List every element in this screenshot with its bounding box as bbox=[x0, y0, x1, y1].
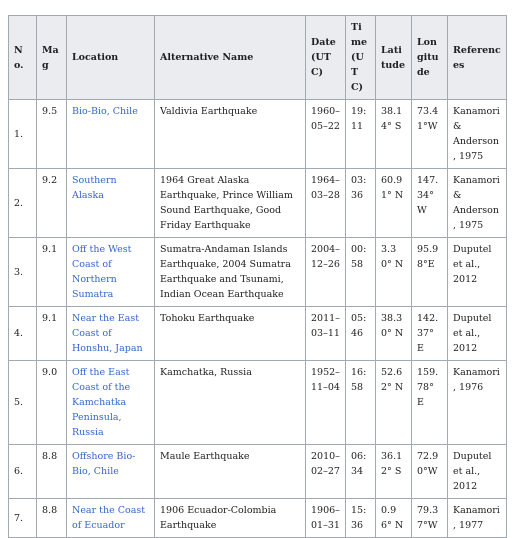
earthquake-table: No. Mag Location Alternative Name Date (UTC)… bbox=[8, 15, 507, 538]
time: 00:58 bbox=[345, 237, 376, 307]
row-number: 7. bbox=[8, 498, 37, 538]
table-row: 1. 9.5 Bio-Bio, Chile Valdivia Earthquake 19… bbox=[8, 99, 507, 169]
date: 2004–12–26 bbox=[305, 237, 346, 307]
page: No. Mag Location Alternative Name Date (UTC)… bbox=[8, 15, 507, 538]
alternative-name: Sumatra-Andaman Islands Earthquake, 2004… bbox=[154, 237, 306, 307]
longitude: 142.37° E bbox=[411, 306, 448, 361]
table-row: 6. 8.8 Offshore Bio-Bio, Chile Maule Earthq… bbox=[8, 444, 507, 499]
magnitude: 9.5 bbox=[36, 99, 67, 169]
latitude: 60.91° N bbox=[375, 168, 412, 238]
row-number: 2. bbox=[8, 168, 37, 238]
table-row: 7. 8.8 Near the Coast of Ecuador 1906 Ecuad… bbox=[8, 498, 507, 538]
column-header: Location bbox=[66, 15, 155, 100]
time: 05:46 bbox=[345, 306, 376, 361]
location-link[interactable]: Offshore Bio-Bio, Chile bbox=[66, 444, 155, 499]
reference: Kanamori & Anderson, 1975 bbox=[447, 99, 507, 169]
time: 19:11 bbox=[345, 99, 376, 169]
longitude: 73.41°W bbox=[411, 99, 448, 169]
location-link[interactable]: Southern Alaska bbox=[66, 168, 155, 238]
time: 03:36 bbox=[345, 168, 376, 238]
column-header: Alternative Name bbox=[154, 15, 306, 100]
time: 16:58 bbox=[345, 360, 376, 445]
location-link[interactable]: Off the East Coast of the Kamchatka Peni… bbox=[66, 360, 155, 445]
table-row: 3. 9.1 Off the West Coast of Northern Suma… bbox=[8, 237, 507, 307]
date: 1906–01–31 bbox=[305, 498, 346, 538]
row-number: 5. bbox=[8, 360, 37, 445]
reference: Kanamori, 1977 bbox=[447, 498, 507, 538]
date: 1952–11–04 bbox=[305, 360, 346, 445]
column-header: Time (UTC) bbox=[345, 15, 376, 100]
table-body: 1. 9.5 Bio-Bio, Chile Valdivia Earthquake 19… bbox=[8, 99, 507, 538]
magnitude: 9.1 bbox=[36, 306, 67, 361]
column-header: Date (UTC) bbox=[305, 15, 346, 100]
reference: Duputel et al., 2012 bbox=[447, 306, 507, 361]
magnitude: 8.8 bbox=[36, 444, 67, 499]
reference: Duputel et al., 2012 bbox=[447, 444, 507, 499]
latitude: 38.30° N bbox=[375, 306, 412, 361]
column-header: Longitude bbox=[411, 15, 448, 100]
longitude: 79.37°W bbox=[411, 498, 448, 538]
column-header: Mag bbox=[36, 15, 67, 100]
time: 15:36 bbox=[345, 498, 376, 538]
row-number: 4. bbox=[8, 306, 37, 361]
magnitude: 9.1 bbox=[36, 237, 67, 307]
latitude: 3.30° N bbox=[375, 237, 412, 307]
table-row: 2. 9.2 Southern Alaska 1964 Great Alaska Ea… bbox=[8, 168, 507, 238]
header-row: No. Mag Location Alternative Name Date (UTC)… bbox=[8, 15, 507, 100]
row-number: 3. bbox=[8, 237, 37, 307]
column-header: No. bbox=[8, 15, 37, 100]
date: 1964–03–28 bbox=[305, 168, 346, 238]
alternative-name: Kamchatka, Russia bbox=[154, 360, 306, 445]
magnitude: 8.8 bbox=[36, 498, 67, 538]
row-number: 1. bbox=[8, 99, 37, 169]
table-container: No. Mag Location Alternative Name Date (UTC)… bbox=[8, 15, 507, 538]
reference: Kanamori & Anderson, 1975 bbox=[447, 168, 507, 238]
longitude: 147.34° W bbox=[411, 168, 448, 238]
magnitude: 9.0 bbox=[36, 360, 67, 445]
latitude: 0.96° N bbox=[375, 498, 412, 538]
longitude: 159.78° E bbox=[411, 360, 448, 445]
magnitude: 9.2 bbox=[36, 168, 67, 238]
column-header: Latitude bbox=[375, 15, 412, 100]
alternative-name: Valdivia Earthquake bbox=[154, 99, 306, 169]
latitude: 52.62° N bbox=[375, 360, 412, 445]
alternative-name: 1906 Ecuador-Colombia Earthquake bbox=[154, 498, 306, 538]
date: 2011–03–11 bbox=[305, 306, 346, 361]
location-link[interactable]: Near the Coast of Ecuador bbox=[66, 498, 155, 538]
reference: Kanamori, 1976 bbox=[447, 360, 507, 445]
longitude: 95.98°E bbox=[411, 237, 448, 307]
date: 2010–02–27 bbox=[305, 444, 346, 499]
latitude: 38.14° S bbox=[375, 99, 412, 169]
column-header: References bbox=[447, 15, 507, 100]
reference: Duputel et al., 2012 bbox=[447, 237, 507, 307]
alternative-name: Maule Earthquake bbox=[154, 444, 306, 499]
alternative-name: Tohoku Earthquake bbox=[154, 306, 306, 361]
table-row: 4. 9.1 Near the East Coast of Honshu, Japa… bbox=[8, 306, 507, 361]
location-link[interactable]: Near the East Coast of Honshu, Japan bbox=[66, 306, 155, 361]
time: 06:34 bbox=[345, 444, 376, 499]
location-link[interactable]: Off the West Coast of Northern Sumatra bbox=[66, 237, 155, 307]
latitude: 36.12° S bbox=[375, 444, 412, 499]
longitude: 72.90°W bbox=[411, 444, 448, 499]
date: 1960–05–22 bbox=[305, 99, 346, 169]
row-number: 6. bbox=[8, 444, 37, 499]
table-row: 5. 9.0 Off the East Coast of the Kamchatka… bbox=[8, 360, 507, 445]
alternative-name: 1964 Great Alaska Earthquake, Prince Wil… bbox=[154, 168, 306, 238]
location-link[interactable]: Bio-Bio, Chile bbox=[66, 99, 155, 169]
